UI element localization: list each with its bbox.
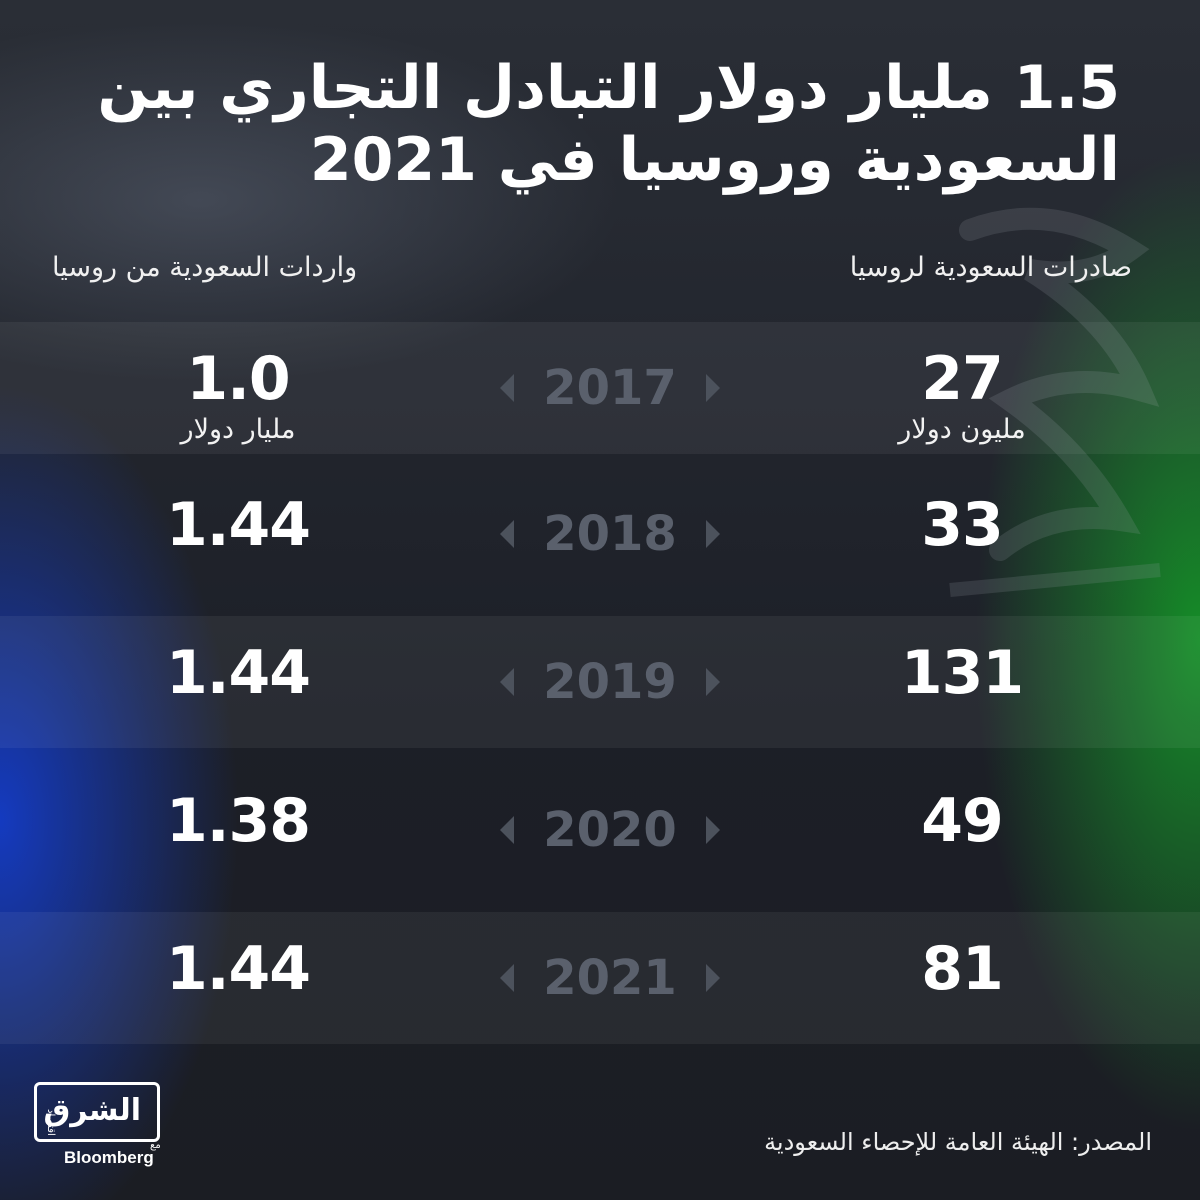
year-label: 2017 xyxy=(543,360,677,416)
exports-value: 33 xyxy=(921,490,1004,560)
table-row: 33 2018 1.44 xyxy=(0,468,1200,600)
exports-value: 49 xyxy=(921,786,1004,856)
imports-value: 1.0 xyxy=(186,344,290,414)
table-row: 49 2020 1.38 xyxy=(0,764,1200,896)
chevron-right-icon xyxy=(706,964,720,992)
year-badge: 2020 xyxy=(500,800,720,860)
year-label: 2018 xyxy=(543,506,677,562)
year-label: 2020 xyxy=(543,802,677,858)
logo-box: الشرق اقتصاد xyxy=(34,1082,160,1142)
logo-english-name: Bloomberg xyxy=(64,1148,154,1167)
year-label: 2019 xyxy=(543,654,677,710)
chevron-left-icon xyxy=(500,374,514,402)
page-title: 1.5 مليار دولار التبادل التجاري بين السع… xyxy=(97,53,1120,195)
exports-value: 131 xyxy=(900,638,1024,708)
imports-value: 1.44 xyxy=(165,934,311,1004)
chevron-right-icon xyxy=(706,374,720,402)
year-label: 2021 xyxy=(543,950,677,1006)
table-row: 27 مليون دولار 2017 1.0 مليار دولار xyxy=(0,322,1200,454)
chevron-right-icon xyxy=(706,668,720,696)
logo-arabic-name: الشرق xyxy=(43,1093,141,1128)
chevron-left-icon xyxy=(500,816,514,844)
imports-value: 1.44 xyxy=(165,490,311,560)
chevron-left-icon xyxy=(500,668,514,696)
chevron-left-icon xyxy=(500,520,514,548)
exports-column-header: صادرات السعودية لروسيا xyxy=(849,252,1132,283)
table-row: 131 2019 1.44 xyxy=(0,616,1200,748)
year-badge: 2019 xyxy=(500,652,720,712)
imports-column-header: واردات السعودية من روسيا xyxy=(52,252,358,283)
imports-value: 1.38 xyxy=(165,786,311,856)
source-note: المصدر: الهيئة العامة للإحصاء السعودية xyxy=(764,1128,1152,1156)
chevron-right-icon xyxy=(706,520,720,548)
logo-arabic-sub: اقتصاد xyxy=(45,1109,56,1136)
table-row: 81 2021 1.44 xyxy=(0,912,1200,1044)
year-badge: 2021 xyxy=(500,948,720,1008)
chevron-left-icon xyxy=(500,964,514,992)
chevron-right-icon xyxy=(706,816,720,844)
asharq-bloomberg-logo: الشرق اقتصاد مع Bloomberg xyxy=(34,1082,162,1172)
flag-calligraphy-watermark xyxy=(949,207,1161,597)
imports-unit: مليار دولار xyxy=(180,414,296,445)
exports-unit: مليون دولار xyxy=(898,414,1026,445)
logo-with: مع xyxy=(150,1140,161,1151)
year-badge: 2018 xyxy=(500,504,720,564)
exports-value: 81 xyxy=(921,934,1004,1004)
imports-value: 1.44 xyxy=(165,638,311,708)
year-badge: 2017 xyxy=(500,358,720,418)
exports-value: 27 xyxy=(921,344,1004,414)
